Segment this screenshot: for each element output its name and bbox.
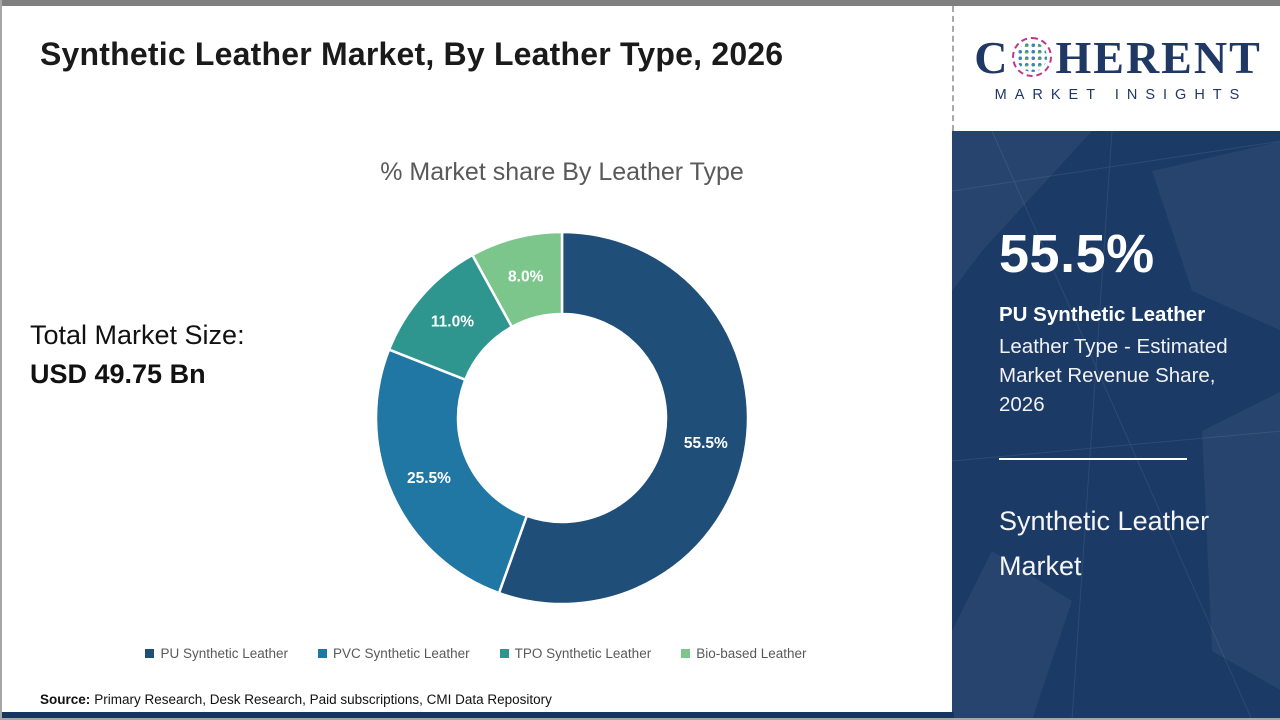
total-market-label: Total Market Size: bbox=[30, 320, 245, 350]
legend-label: PVC Synthetic Leather bbox=[333, 646, 470, 661]
donut-slice-bio-based-leather bbox=[471, 230, 564, 329]
globe-icon bbox=[1012, 36, 1053, 77]
panel-divider-line bbox=[999, 458, 1187, 460]
legend-swatch bbox=[145, 649, 155, 658]
world-map-texture bbox=[952, 131, 1280, 720]
bottom-accent-bar bbox=[2, 712, 954, 718]
total-market-size: Total Market Size: USD 49.75 Bn bbox=[30, 320, 245, 390]
total-market-value: USD 49.75 Bn bbox=[30, 359, 206, 389]
highlight-segment-label: PU Synthetic Leather bbox=[999, 303, 1206, 326]
brand-letters-rest: HERENT bbox=[1055, 31, 1262, 83]
highlight-panel-content: 55.5% PU Synthetic Leather Leather Type … bbox=[952, 131, 1280, 720]
highlight-description: Leather Type - Estimated Market Revenue … bbox=[999, 335, 1228, 417]
top-divider-bar bbox=[2, 0, 1280, 6]
legend-swatch bbox=[499, 649, 509, 658]
legend-label: Bio-based Leather bbox=[696, 646, 807, 661]
donut-slice-pvc-synthetic-leather bbox=[374, 348, 529, 595]
slice-value-label: 55.5% bbox=[684, 435, 728, 452]
donut-chart: 55.5% 25.5% 11.0% 8.0% bbox=[374, 230, 750, 606]
legend-item-bio-based-leather: Bio-based Leather bbox=[681, 646, 807, 661]
page-title: Synthetic Leather Market, By Leather Typ… bbox=[40, 36, 784, 72]
chart-title: % Market share By Leather Type bbox=[380, 158, 744, 186]
legend-item-tpo-synthetic-leather: TPO Synthetic Leather bbox=[499, 646, 652, 661]
legend-item-pvc-synthetic-leather: PVC Synthetic Leather bbox=[318, 646, 470, 661]
brand-letter-c: C bbox=[974, 31, 1010, 83]
legend-swatch bbox=[318, 649, 328, 658]
legend-swatch bbox=[681, 649, 691, 658]
slice-value-label: 8.0% bbox=[508, 269, 544, 286]
chart-legend: PU Synthetic Leather PVC Synthetic Leathe… bbox=[2, 646, 950, 661]
legend-label: TPO Synthetic Leather bbox=[514, 646, 652, 661]
highlight-value: 55.5% bbox=[999, 224, 1155, 284]
brand-tagline: MARKET INSIGHTS bbox=[994, 86, 1248, 103]
brand-logo: C HERENT MARKET INSIGHTS bbox=[952, 6, 1280, 131]
slice-value-label: 11.0% bbox=[431, 313, 474, 330]
slice-value-label: 25.5% bbox=[407, 470, 451, 487]
bottom-border-line bbox=[2, 718, 1280, 720]
donut-slice-pu-synthetic-leather bbox=[497, 230, 750, 606]
highlight-panel: 55.5% PU Synthetic Leather Leather Type … bbox=[952, 131, 1280, 720]
report-title: Synthetic Leather Market bbox=[999, 506, 1210, 581]
legend-label: PU Synthetic Leather bbox=[160, 646, 289, 661]
legend-item-pu-synthetic-leather: PU Synthetic Leather bbox=[145, 646, 288, 661]
source-line: Source: Primary Research, Desk Research, … bbox=[40, 692, 552, 707]
source-label: Source: bbox=[40, 692, 91, 707]
brand-wordmark: C HERENT bbox=[974, 31, 1262, 83]
source-text: Primary Research, Desk Research, Paid su… bbox=[94, 692, 552, 707]
